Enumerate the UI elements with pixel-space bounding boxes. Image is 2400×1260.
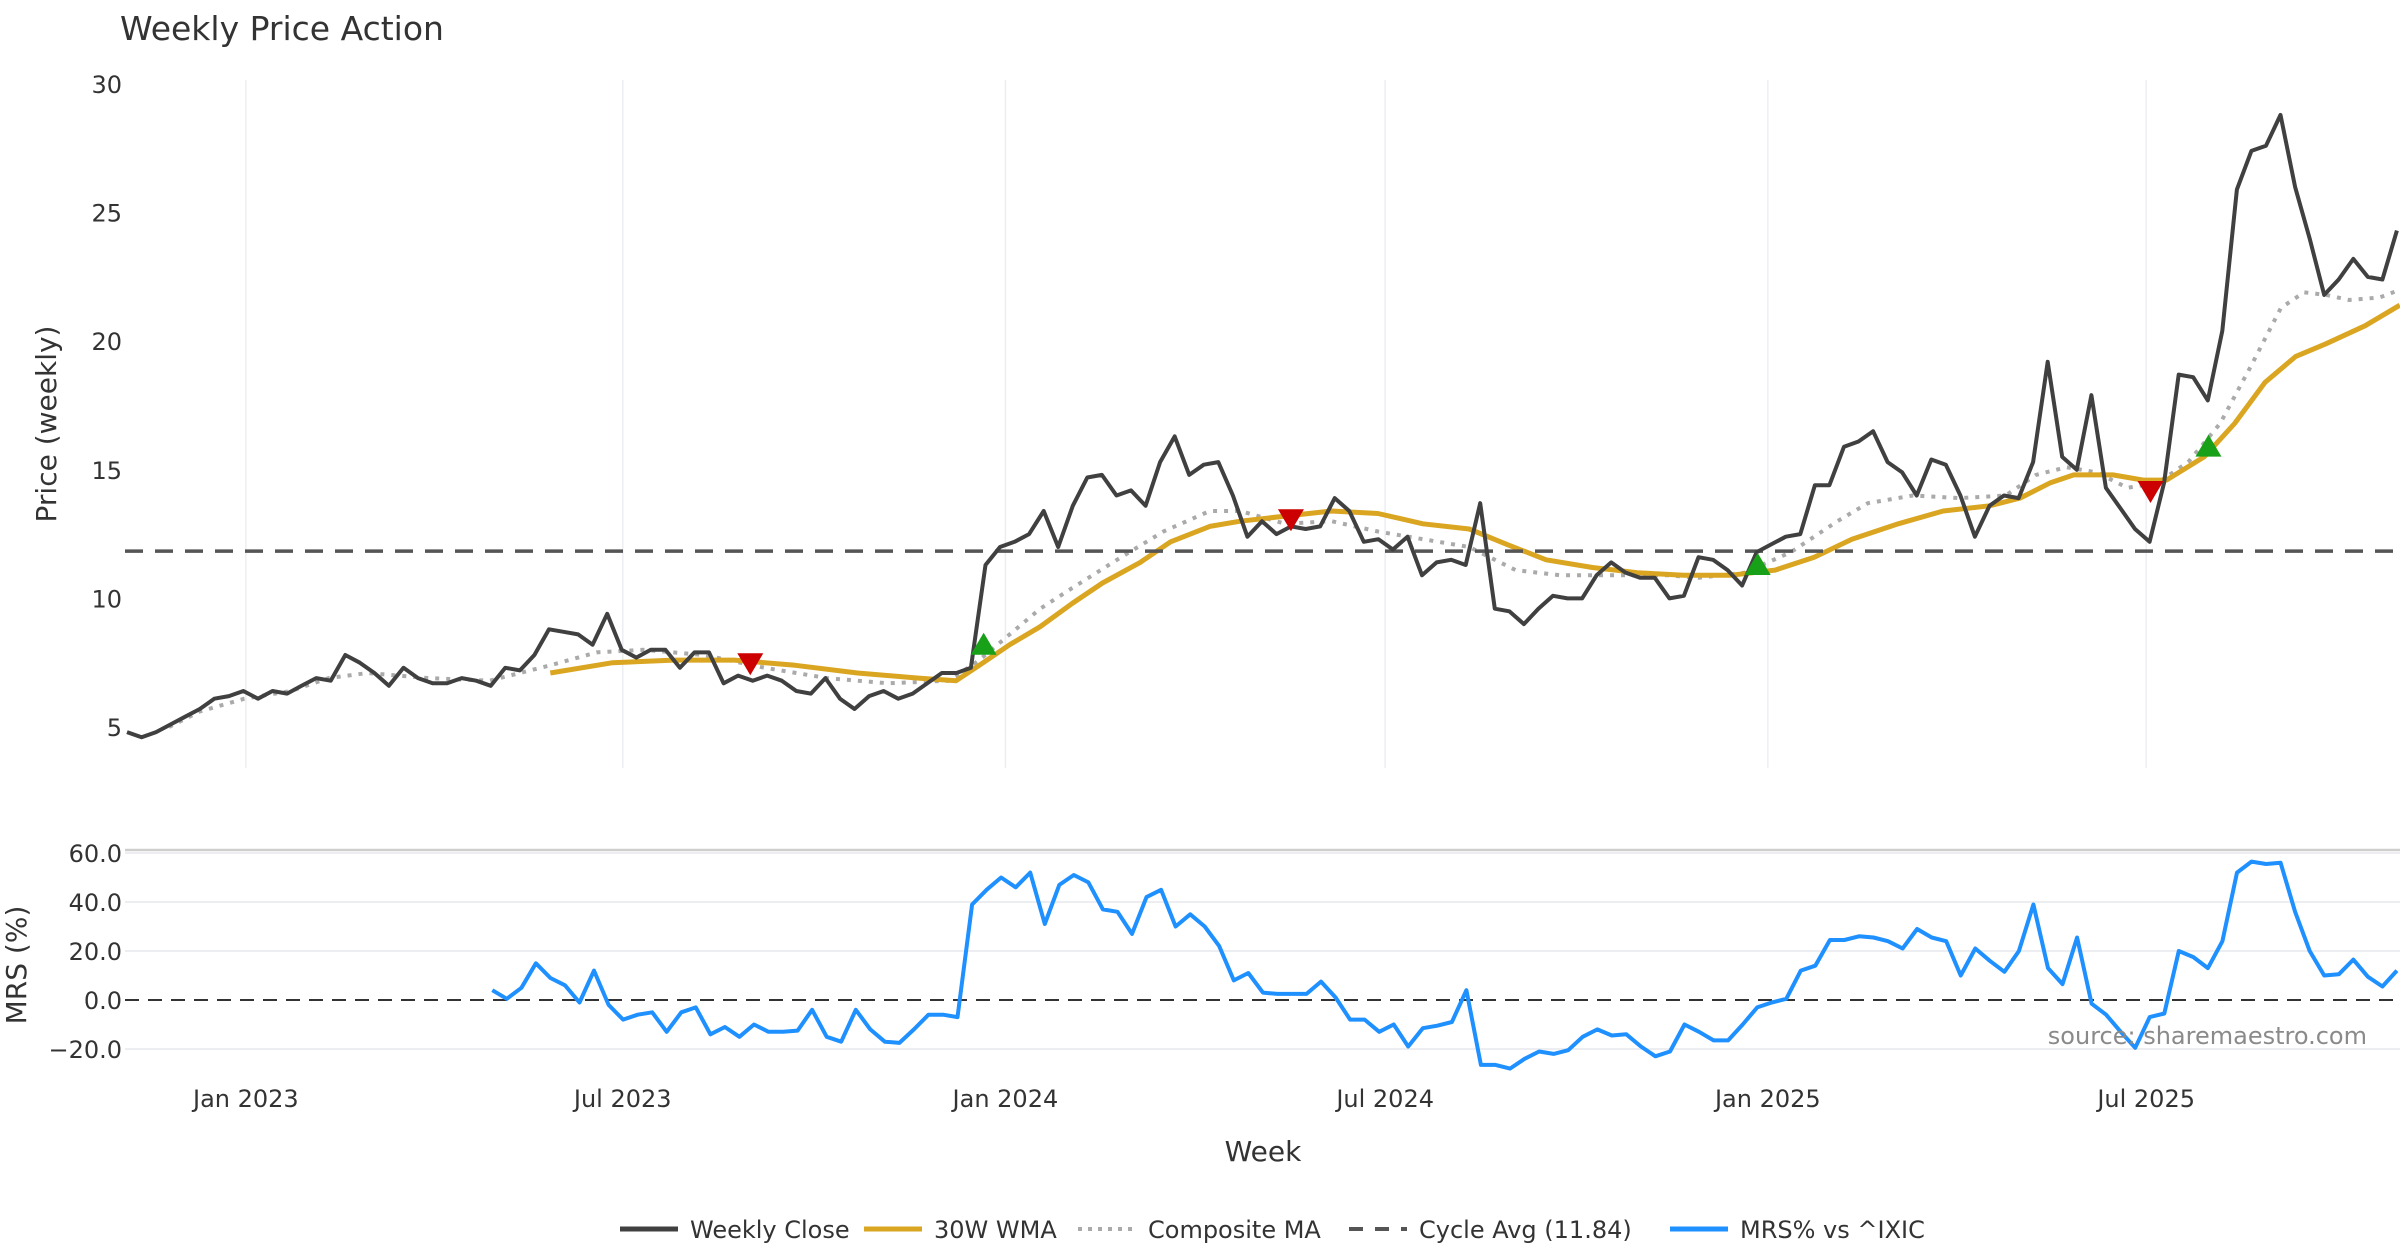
- legend-item: Composite MA: [1078, 1216, 1321, 1244]
- price-panel: 5 10 15 20 25 30: [91, 71, 2400, 768]
- x-tick-label: Jul 2023: [572, 1085, 672, 1113]
- series-30w-wma: [549, 303, 2400, 684]
- series-mrs: [491, 859, 2399, 1071]
- x-tick-label: Jan 2023: [191, 1085, 299, 1113]
- mrs-y-tick-label: 60.0: [69, 840, 122, 868]
- legend-label: 30W WMA: [934, 1216, 1057, 1244]
- legend-label: Weekly Close: [690, 1216, 850, 1244]
- series-weekly-close: [126, 112, 2399, 740]
- x-tick-labels: Jan 2023 Jul 2023 Jan 2024 Jul 2024 Jan 2025…: [191, 1085, 2195, 1113]
- x-tick-label: Jul 2024: [1334, 1085, 1434, 1113]
- chart-title: Weekly Price Action: [120, 9, 444, 48]
- sell-signal-marker: [1277, 509, 1304, 532]
- price-y-tick-label: 25: [91, 200, 122, 228]
- price-y-tick-label: 20: [91, 328, 122, 356]
- legend-item: Cycle Avg (11.84): [1349, 1216, 1632, 1244]
- price-y-axis-label: Price (weekly): [30, 326, 63, 523]
- legend: Weekly Close 30W WMA Composite MA Cycle Avg…: [620, 1216, 1925, 1244]
- source-annotation: source: sharemaestro.com: [2048, 1022, 2367, 1050]
- legend-label: Cycle Avg (11.84): [1419, 1216, 1632, 1244]
- mrs-y-tick-label: −20.0: [48, 1036, 122, 1064]
- x-tick-label: Jan 2025: [1713, 1085, 1821, 1113]
- x-tick-label: Jul 2025: [2095, 1085, 2195, 1113]
- legend-item: MRS% vs ^IXIC: [1670, 1216, 1925, 1244]
- mrs-panel: 60.0 40.0 20.0 0.0 −20.0: [48, 840, 2400, 1071]
- mrs-y-axis-label: MRS (%): [0, 906, 33, 1025]
- legend-label: MRS% vs ^IXIC: [1740, 1216, 1925, 1244]
- buy-signal-marker: [2195, 434, 2222, 457]
- mrs-y-tick-label: 40.0: [69, 889, 122, 917]
- legend-item: 30W WMA: [864, 1216, 1057, 1244]
- legend-label: Composite MA: [1148, 1216, 1321, 1244]
- x-tick-label: Jan 2024: [951, 1085, 1059, 1113]
- sell-signal-marker: [737, 653, 764, 676]
- buy-signal-marker: [1744, 552, 1771, 575]
- series-composite-ma: [168, 287, 2400, 729]
- x-axis-label: Week: [1225, 1135, 1302, 1168]
- price-y-tick-label: 30: [91, 71, 122, 99]
- sell-signal-marker: [2137, 480, 2164, 503]
- buy-signal-marker: [970, 632, 997, 655]
- price-y-tick-label: 10: [91, 585, 122, 613]
- legend-item: Weekly Close: [620, 1216, 850, 1244]
- price-y-tick-label: 15: [91, 457, 122, 485]
- mrs-y-tick-label: 20.0: [69, 938, 122, 966]
- mrs-y-tick-label: 0.0: [84, 987, 122, 1015]
- price-y-tick-label: 5: [107, 714, 122, 742]
